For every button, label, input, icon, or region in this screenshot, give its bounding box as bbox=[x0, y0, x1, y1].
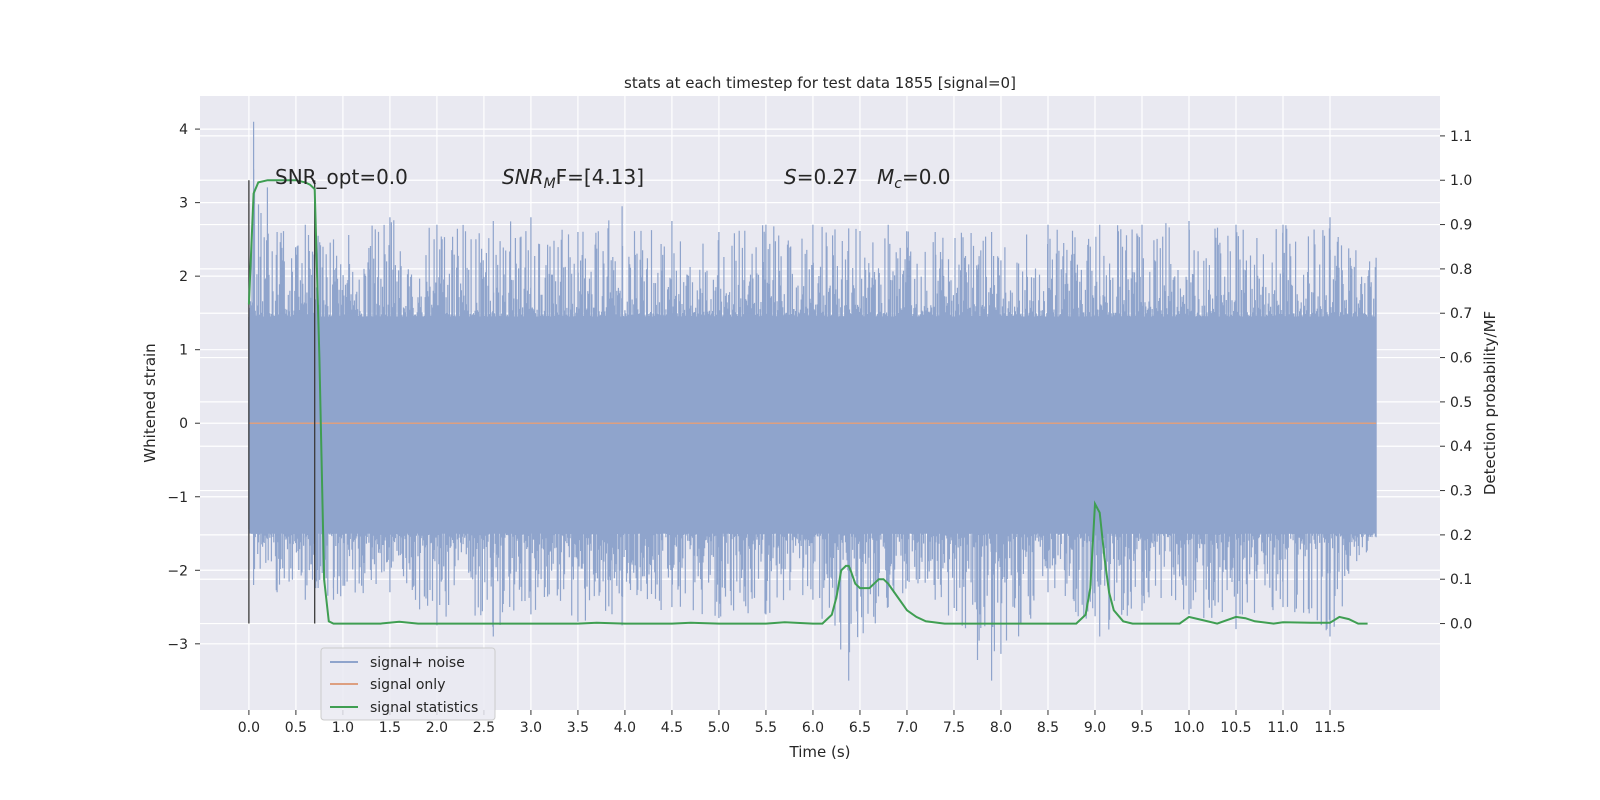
x-tick-label: 4.0 bbox=[614, 720, 636, 736]
series-signal-statistics bbox=[247, 179, 1368, 625]
x-tick-label: 0.5 bbox=[285, 720, 307, 736]
annotation-snr-mf-rest: F=[4.13] bbox=[556, 165, 644, 189]
legend-label-signal-noise: signal+ noise bbox=[370, 655, 465, 671]
x-tick-label: 0.0 bbox=[238, 720, 260, 736]
series-signal-noise bbox=[248, 121, 1377, 681]
y-right-tick-label: 0.4 bbox=[1450, 439, 1472, 455]
series-layer bbox=[247, 121, 1377, 681]
y-left-tick-label: 0 bbox=[179, 416, 188, 432]
annotation-snr-mf: SNRMF=[4.13] bbox=[502, 165, 644, 192]
annotation-s-stat: S=0.27 bbox=[784, 165, 858, 189]
x-tick-label: 2.0 bbox=[426, 720, 448, 736]
y-left-tick-label: −3 bbox=[167, 637, 188, 653]
x-tick-label: 10.5 bbox=[1220, 720, 1251, 736]
x-tick-label: 9.0 bbox=[1084, 720, 1106, 736]
legend-label-signal-only: signal only bbox=[370, 677, 445, 693]
x-axis-label: Time (s) bbox=[789, 743, 851, 761]
y-left-tick-label: −2 bbox=[167, 563, 188, 579]
x-tick-label: 8.5 bbox=[1037, 720, 1059, 736]
x-tick-label: 8.0 bbox=[990, 720, 1012, 736]
annotation-mc: Mc=0.0 bbox=[877, 165, 951, 192]
x-tick-label: 5.0 bbox=[708, 720, 730, 736]
y-right-tick-label: 0.3 bbox=[1450, 484, 1472, 500]
legend: signal+ noise signal only signal statist… bbox=[320, 647, 496, 721]
x-tick-label: 1.0 bbox=[332, 720, 354, 736]
y-right-tick-label: 0.8 bbox=[1450, 262, 1472, 278]
x-tick-label: 7.5 bbox=[943, 720, 965, 736]
annotation-mc-var: M bbox=[877, 165, 894, 189]
annotation-snr-opt: SNR_opt=0.0 bbox=[275, 165, 408, 189]
y-right-tick-label: 0.1 bbox=[1450, 572, 1472, 588]
annotation-s-var: S bbox=[784, 165, 797, 189]
y-left-tick-label: 4 bbox=[179, 122, 188, 138]
annotation-snr-mf-sub: M bbox=[544, 176, 556, 192]
x-tick-label: 2.5 bbox=[473, 720, 495, 736]
x-tick-label: 7.0 bbox=[896, 720, 918, 736]
y-right-tick-label: 0.6 bbox=[1450, 351, 1472, 367]
x-tick-label: 10.0 bbox=[1173, 720, 1204, 736]
x-tick-label: 6.0 bbox=[802, 720, 824, 736]
x-tick-label: 5.5 bbox=[755, 720, 777, 736]
legend-label-signal-statistics: signal statistics bbox=[370, 700, 478, 716]
annotation-s-val: =0.27 bbox=[797, 165, 858, 189]
x-tick-label: 11.5 bbox=[1314, 720, 1345, 736]
legend-box bbox=[320, 647, 496, 721]
x-tick-label: 4.5 bbox=[661, 720, 683, 736]
y-right-tick-label: 0.7 bbox=[1450, 306, 1472, 322]
y-left-tick-label: −1 bbox=[167, 490, 188, 506]
annotation-mc-val: =0.0 bbox=[902, 165, 951, 189]
y-right-tick-label: 1.0 bbox=[1450, 173, 1472, 189]
x-tick-label: 6.5 bbox=[849, 720, 871, 736]
annotation-snr-mf-base: SNR bbox=[502, 165, 544, 189]
y-right-tick-label: 0.9 bbox=[1450, 218, 1472, 234]
y-axis-label-left: Whitened strain bbox=[141, 343, 159, 462]
y-left-tick-label: 2 bbox=[179, 269, 188, 285]
x-tick-label: 3.0 bbox=[520, 720, 542, 736]
y-right-tick-label: 0.0 bbox=[1450, 617, 1472, 633]
y-right-tick-label: 0.2 bbox=[1450, 528, 1472, 544]
y-right-tick-label: 1.1 bbox=[1450, 129, 1472, 145]
x-tick-label: 11.0 bbox=[1267, 720, 1298, 736]
y-axis-label-right: Detection probability/MF bbox=[1481, 311, 1499, 495]
chart-title: stats at each timestep for test data 185… bbox=[624, 74, 1016, 92]
annotation-mc-sub: c bbox=[894, 176, 902, 192]
y-right-tick-label: 0.5 bbox=[1450, 395, 1472, 411]
y-left-tick-label: 3 bbox=[179, 196, 188, 212]
axes-ticks: 0.0 0.5 1.0 1.5 2.0 2.5 3.0 3.5 4.0 4.5 5.0 5.5 6.0 6… bbox=[167, 122, 1472, 736]
x-tick-label: 9.5 bbox=[1131, 720, 1153, 736]
x-tick-label: 3.5 bbox=[567, 720, 589, 736]
x-tick-label: 1.5 bbox=[379, 720, 401, 736]
y-left-tick-label: 1 bbox=[179, 343, 188, 359]
